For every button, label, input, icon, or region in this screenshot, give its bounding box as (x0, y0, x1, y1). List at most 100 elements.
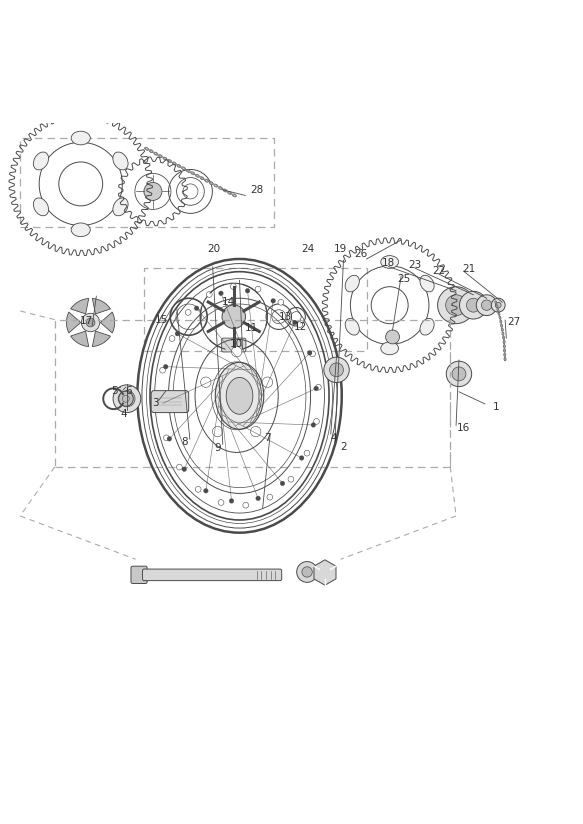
Ellipse shape (113, 198, 128, 216)
Ellipse shape (181, 166, 185, 170)
Polygon shape (71, 298, 89, 314)
Ellipse shape (233, 194, 236, 196)
Circle shape (304, 450, 310, 456)
Ellipse shape (113, 152, 128, 170)
Ellipse shape (154, 152, 158, 155)
Text: 14: 14 (222, 297, 234, 307)
Ellipse shape (500, 317, 501, 319)
Circle shape (271, 298, 276, 303)
Ellipse shape (159, 155, 161, 157)
Ellipse shape (497, 308, 499, 311)
Ellipse shape (504, 345, 505, 347)
Ellipse shape (504, 349, 505, 353)
Ellipse shape (219, 187, 222, 189)
Ellipse shape (498, 313, 500, 315)
Text: 4: 4 (121, 409, 127, 419)
Circle shape (177, 464, 182, 470)
Circle shape (262, 377, 273, 387)
Ellipse shape (227, 191, 232, 194)
Ellipse shape (71, 131, 90, 145)
Circle shape (229, 499, 234, 503)
Text: 24: 24 (301, 244, 314, 254)
Ellipse shape (33, 152, 48, 170)
Ellipse shape (192, 172, 194, 174)
Text: 27: 27 (507, 317, 521, 327)
Text: 13: 13 (279, 311, 292, 321)
Circle shape (206, 292, 212, 297)
Circle shape (144, 182, 162, 200)
Circle shape (160, 401, 165, 405)
Circle shape (82, 313, 100, 332)
Ellipse shape (223, 189, 227, 192)
Ellipse shape (215, 363, 264, 429)
Circle shape (251, 426, 261, 437)
Ellipse shape (232, 194, 236, 197)
Ellipse shape (504, 353, 506, 357)
Ellipse shape (503, 340, 505, 344)
Circle shape (314, 386, 318, 391)
Ellipse shape (210, 182, 212, 184)
Bar (55, 320, 450, 467)
Circle shape (164, 435, 169, 441)
Circle shape (256, 496, 261, 501)
Ellipse shape (226, 377, 253, 414)
Circle shape (201, 377, 211, 387)
Circle shape (231, 347, 242, 357)
Polygon shape (100, 312, 115, 333)
Polygon shape (92, 331, 111, 347)
Ellipse shape (186, 169, 190, 172)
Ellipse shape (381, 255, 399, 269)
Ellipse shape (504, 353, 505, 356)
Circle shape (329, 363, 343, 377)
Ellipse shape (420, 318, 434, 335)
Ellipse shape (178, 165, 180, 166)
Text: 7: 7 (264, 433, 271, 443)
Text: 22: 22 (432, 265, 445, 275)
Circle shape (212, 426, 223, 437)
Circle shape (314, 419, 319, 424)
Circle shape (482, 300, 492, 311)
Text: 2: 2 (340, 442, 347, 452)
Ellipse shape (503, 336, 505, 339)
Ellipse shape (149, 150, 153, 152)
Circle shape (86, 318, 95, 327)
Circle shape (446, 361, 472, 386)
Circle shape (163, 364, 168, 369)
Circle shape (452, 367, 466, 381)
Ellipse shape (503, 333, 504, 335)
Ellipse shape (501, 328, 503, 331)
FancyBboxPatch shape (151, 391, 189, 413)
Text: 20: 20 (207, 244, 220, 254)
Bar (20, 138, 274, 227)
Circle shape (158, 401, 164, 407)
Circle shape (119, 391, 135, 407)
Text: 16: 16 (456, 424, 470, 433)
Ellipse shape (71, 223, 90, 236)
Circle shape (175, 331, 180, 336)
Ellipse shape (381, 342, 399, 354)
FancyBboxPatch shape (222, 338, 246, 352)
Ellipse shape (173, 162, 175, 164)
Circle shape (255, 286, 261, 292)
Ellipse shape (209, 181, 213, 185)
Circle shape (491, 298, 505, 312)
Text: 3: 3 (153, 398, 159, 409)
Text: 26: 26 (354, 250, 367, 260)
Ellipse shape (224, 190, 226, 191)
Circle shape (194, 306, 199, 311)
FancyBboxPatch shape (142, 569, 282, 581)
Circle shape (459, 292, 487, 319)
Ellipse shape (501, 324, 503, 327)
Polygon shape (71, 331, 89, 347)
Ellipse shape (172, 162, 176, 165)
Circle shape (385, 330, 399, 344)
Circle shape (243, 503, 248, 508)
Ellipse shape (502, 329, 503, 330)
Circle shape (307, 350, 312, 355)
Bar (144, 268, 367, 351)
Ellipse shape (146, 148, 147, 150)
Ellipse shape (159, 155, 163, 157)
Circle shape (167, 437, 171, 441)
Circle shape (466, 298, 480, 312)
Circle shape (222, 305, 245, 329)
